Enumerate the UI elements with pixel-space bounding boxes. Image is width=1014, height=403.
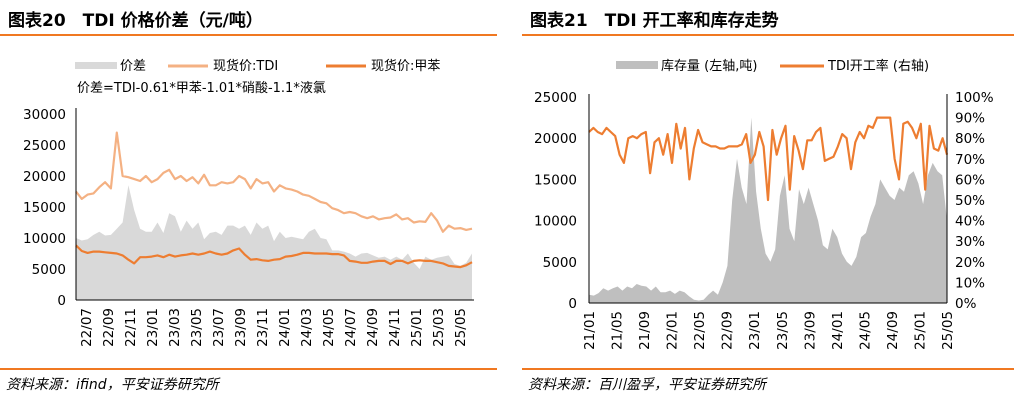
- y-left-tick-label: 25000: [534, 90, 577, 106]
- title-rule: [522, 34, 1014, 36]
- legend-label-toluene: 现货价:甲苯: [371, 58, 440, 74]
- y-left-tick-label: 20000: [534, 131, 577, 147]
- title-rule: [0, 34, 497, 36]
- x-tick-label: 22/09: [101, 308, 117, 347]
- x-tick-label: 21/01: [582, 311, 598, 350]
- chart-title: 图表20 TDI 价格价差（元/吨）: [8, 11, 263, 31]
- x-tick-label: 25/05: [940, 311, 956, 350]
- x-tick-label: 25/01: [409, 308, 425, 347]
- y-left-tick-label: 10000: [534, 214, 577, 230]
- x-tick-label: 23/07: [211, 308, 227, 347]
- y-tick-label: 5000: [32, 262, 66, 278]
- series-area-inventory: [589, 117, 947, 303]
- series-area-spread: [76, 185, 472, 300]
- x-tick-label: 23/09: [233, 308, 249, 347]
- y-tick-label: 15000: [23, 200, 66, 216]
- x-tick-label: 22/05: [692, 311, 708, 350]
- y-right-tick-label: 30%: [955, 234, 985, 250]
- x-tick-label: 23/05: [775, 311, 791, 350]
- y-right-tick-label: 60%: [955, 172, 985, 188]
- x-tick-label: 22/09: [720, 311, 736, 350]
- series-line-operating-rate: [588, 116, 949, 202]
- y-right-tick-label: 40%: [955, 214, 985, 230]
- x-tick-label: 24/09: [365, 308, 381, 347]
- source-note: 资料来源：ifind，平安证券研究所: [6, 377, 219, 393]
- y-left-tick-label: 5000: [543, 255, 577, 271]
- x-tick-label: 25/01: [912, 311, 928, 350]
- x-tick-label: 24/03: [299, 308, 315, 347]
- legend-label-tdi: 现货价:TDI: [213, 58, 278, 74]
- legend-label-spread: 价差: [120, 59, 146, 74]
- x-tick-label: 21/09: [637, 311, 653, 350]
- x-tick-label: 21/05: [610, 311, 626, 350]
- footer-rule: [0, 368, 497, 370]
- y-right-tick-label: 80%: [955, 131, 985, 147]
- y-tick-label: 0: [57, 293, 66, 309]
- chart-panel-tdi-operating: 图表21 TDI 开工率和库存走势 库存量 (左轴,吨) TDI开工率 (右轴)…: [522, 0, 1014, 403]
- chart-panel-tdi-price: 图表20 TDI 价格价差（元/吨） 价差 现货价:TDI 现货价:甲苯 价差=…: [0, 0, 497, 403]
- y-left-tick-label: 0: [568, 296, 577, 312]
- y-right-tick-label: 10%: [955, 275, 985, 291]
- legend-label-inventory: 库存量 (左轴,吨): [661, 58, 757, 74]
- x-tick-label: 24/01: [830, 311, 846, 350]
- legend-label-operating: TDI开工率 (右轴): [827, 58, 929, 74]
- x-tick-label: 23/01: [747, 311, 763, 350]
- y-tick-label: 25000: [23, 138, 66, 154]
- y-tick-label: 30000: [23, 107, 66, 123]
- x-tick-label: 25/03: [431, 308, 447, 347]
- x-tick-label: 22/07: [79, 308, 95, 347]
- y-tick-label: 20000: [23, 169, 66, 185]
- y-right-tick-label: 70%: [955, 152, 985, 168]
- x-tick-label: 24/01: [277, 308, 293, 347]
- x-tick-label: 24/07: [343, 308, 359, 347]
- x-tick-label: 23/01: [145, 308, 161, 347]
- series-line-toluene: [75, 244, 473, 269]
- footer-rule: [522, 368, 1014, 370]
- price-spread-chart: 价差 现货价:TDI 现货价:甲苯 价差=TDI-0.61*甲苯-1.01*硝酸…: [23, 58, 474, 347]
- x-tick-label: 22/01: [665, 311, 681, 350]
- chart-title: 图表21 TDI 开工率和库存走势: [530, 11, 779, 31]
- legend-swatch-spread: [75, 62, 117, 69]
- legend-swatch-inventory: [616, 61, 658, 69]
- y-right-tick-label: 100%: [955, 90, 994, 106]
- x-tick-label: 24/11: [387, 308, 403, 347]
- x-tick-label: 22/11: [123, 308, 139, 347]
- x-tick-label: 23/09: [802, 311, 818, 350]
- y-right-tick-label: 20%: [955, 255, 985, 271]
- y-right-tick-label: 50%: [955, 193, 985, 209]
- x-tick-label: 23/05: [189, 308, 205, 347]
- x-tick-label: 24/09: [885, 311, 901, 350]
- inventory-operating-chart: 库存量 (左轴,吨) TDI开工率 (右轴) 0 5000 10000 15000 20…: [534, 58, 994, 350]
- x-tick-label: 25/05: [453, 308, 469, 347]
- spread-formula: 价差=TDI-0.61*甲苯-1.01*硝酸-1.1*液氯: [77, 81, 326, 96]
- source-note: 资料来源：百川盈孚，平安证券研究所: [528, 377, 766, 393]
- x-tick-label: 23/11: [255, 308, 271, 347]
- x-tick-label: 23/03: [167, 308, 183, 347]
- y-right-tick-label: 0%: [955, 296, 977, 312]
- y-tick-label: 10000: [23, 231, 66, 247]
- x-tick-label: 24/05: [321, 308, 337, 347]
- series-line-tdi: [75, 131, 473, 233]
- x-tick-label: 24/05: [857, 311, 873, 350]
- y-right-tick-label: 90%: [955, 111, 985, 127]
- y-left-tick-label: 15000: [534, 172, 577, 188]
